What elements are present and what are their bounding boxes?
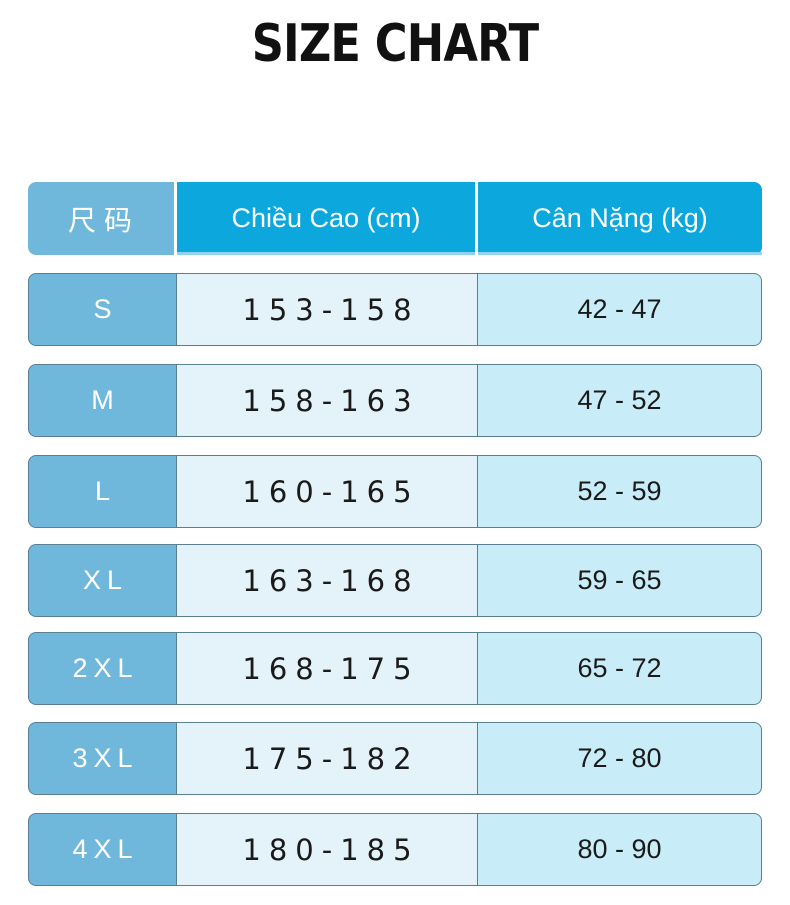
size-cell: 2XL xyxy=(28,632,176,705)
height-cell: 153-158 xyxy=(176,273,478,346)
height-cell: 158-163 xyxy=(176,364,478,437)
header-weight: Cân Nặng (kg) xyxy=(478,182,762,255)
table-row: S 153-158 42 - 47 xyxy=(28,273,762,346)
size-cell: S xyxy=(28,273,176,346)
height-cell: 160-165 xyxy=(176,455,478,528)
table-row: 2XL 168-175 65 - 72 xyxy=(28,632,762,705)
size-cell: L xyxy=(28,455,176,528)
size-cell: M xyxy=(28,364,176,437)
size-cell: XL xyxy=(28,544,176,617)
height-cell: 180-185 xyxy=(176,813,478,886)
weight-cell: 65 - 72 xyxy=(478,632,762,705)
table-row: M 158-163 47 - 52 xyxy=(28,364,762,437)
table-row: XL 163-168 59 - 65 xyxy=(28,544,762,617)
table-row: L 160-165 52 - 59 xyxy=(28,455,762,528)
weight-cell: 72 - 80 xyxy=(478,722,762,795)
height-cell: 163-168 xyxy=(176,544,478,617)
header-height: Chiều Cao (cm) xyxy=(177,182,475,255)
size-cell: 4XL xyxy=(28,813,176,886)
table-header: 尺码 Chiều Cao (cm) Cân Nặng (kg) xyxy=(28,182,762,255)
height-cell: 175-182 xyxy=(176,722,478,795)
height-cell: 168-175 xyxy=(176,632,478,705)
weight-cell: 47 - 52 xyxy=(478,364,762,437)
page-title: SIZE CHART xyxy=(251,14,539,74)
table-row: 4XL 180-185 80 - 90 xyxy=(28,813,762,886)
size-cell: 3XL xyxy=(28,722,176,795)
weight-cell: 59 - 65 xyxy=(478,544,762,617)
table-row: 3XL 175-182 72 - 80 xyxy=(28,722,762,795)
header-size: 尺码 xyxy=(28,182,174,255)
weight-cell: 42 - 47 xyxy=(478,273,762,346)
weight-cell: 52 - 59 xyxy=(478,455,762,528)
weight-cell: 80 - 90 xyxy=(478,813,762,886)
